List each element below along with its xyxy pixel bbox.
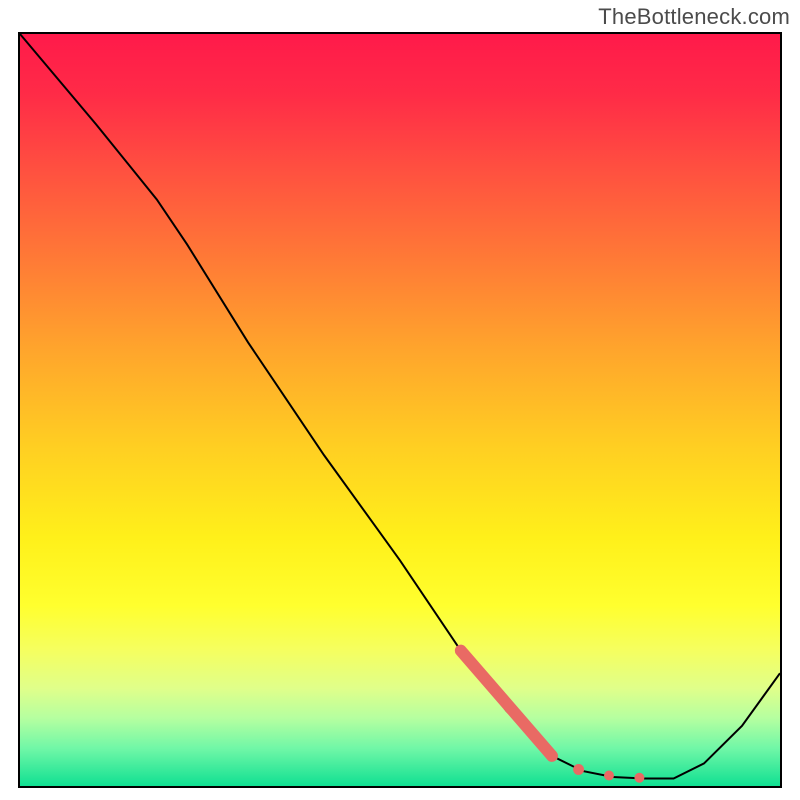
marker-dot xyxy=(634,773,644,783)
marker-capsule xyxy=(461,651,552,756)
marker-dots xyxy=(573,764,644,783)
marker-dot xyxy=(604,770,614,780)
marker-dot xyxy=(573,764,584,775)
bottleneck-curve xyxy=(20,34,780,778)
watermark-text: TheBottleneck.com xyxy=(598,4,790,30)
chart-svg-layer xyxy=(20,34,780,786)
chart-frame xyxy=(18,32,782,788)
